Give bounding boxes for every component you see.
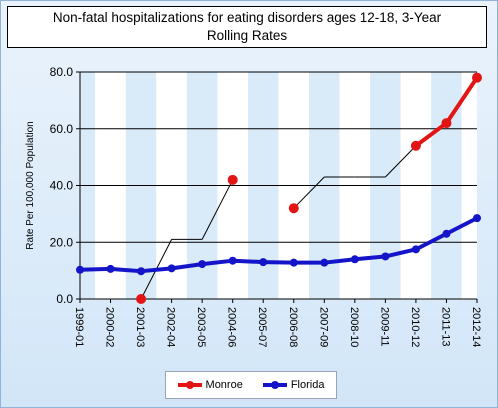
series-line-florida	[261, 260, 296, 265]
legend-label-florida: Florida	[290, 379, 325, 391]
x-tick-label: 2003-05	[195, 307, 207, 347]
point-florida	[320, 258, 329, 267]
series-line-florida	[200, 258, 235, 267]
point-florida	[76, 265, 84, 274]
series-layer	[76, 72, 482, 304]
x-tick-label: 2000-02	[104, 307, 116, 347]
point-florida	[259, 258, 268, 267]
x-tick-label: 2004-06	[226, 307, 238, 347]
point-monroe	[227, 174, 238, 185]
series-line-florida	[169, 262, 205, 271]
connector-segment	[293, 176, 325, 209]
connector-segment	[385, 145, 417, 178]
y-tick-labels: 0.0 20.0 40.0 60.0 80.0	[50, 65, 74, 306]
y-tick-label: 60.0	[50, 122, 74, 136]
y-tick-label: 80.0	[50, 65, 74, 79]
x-tick-label: 2010-12	[409, 307, 421, 347]
series-line-florida	[444, 216, 479, 236]
point-florida	[198, 260, 207, 269]
chart-legend: Monroe Florida	[165, 371, 337, 399]
legend-item-florida: Florida	[262, 379, 325, 391]
legend-swatch-monroe	[177, 380, 202, 390]
point-monroe	[136, 294, 147, 304]
x-tick-label: 2008-10	[348, 307, 360, 347]
point-monroe	[288, 203, 299, 214]
x-tick-label: 2005-07	[256, 307, 268, 347]
point-florida	[167, 264, 176, 273]
series-line-florida	[322, 257, 357, 265]
y-tick-label: 40.0	[50, 179, 74, 193]
point-florida	[411, 245, 420, 254]
axes	[76, 71, 478, 303]
point-florida	[381, 252, 390, 261]
point-florida	[289, 258, 298, 267]
legend-swatch-florida	[262, 380, 287, 390]
y-tick-label: 0.0	[56, 292, 73, 306]
connector-segment	[201, 179, 234, 240]
series-line-florida	[108, 266, 144, 274]
series-line-florida	[78, 266, 113, 272]
point-monroe	[472, 72, 482, 83]
series-line-florida	[352, 254, 388, 262]
point-florida	[473, 214, 481, 223]
point-florida	[228, 256, 237, 265]
point-florida	[442, 229, 451, 238]
series-line-florida	[230, 258, 266, 265]
x-tick-label: 2012-14	[470, 307, 482, 347]
x-tick-label: 1999-01	[73, 307, 85, 347]
series-line-monroe	[444, 75, 479, 126]
series-line-florida	[139, 266, 174, 274]
x-tick-label: 2002-04	[165, 307, 177, 347]
point-monroe	[441, 118, 452, 129]
series-line-florida	[383, 247, 418, 259]
y-tick-label: 20.0	[50, 235, 74, 249]
legend-item-monroe: Monroe	[177, 379, 243, 391]
point-florida	[350, 255, 359, 264]
connector-line	[140, 145, 417, 300]
y-axis-label: Rate Per 100,000 Population	[25, 121, 36, 249]
x-tick-label: 2006-08	[287, 307, 299, 347]
legend-label-monroe: Monroe	[205, 379, 243, 391]
chart-title-line-2: Rolling Rates	[206, 28, 288, 43]
x-tick-label: 2001-03	[134, 307, 146, 347]
series-line-florida	[413, 231, 449, 252]
chart-title-line-1: Non-fatal hospitalizations for eating di…	[52, 10, 442, 25]
point-florida	[106, 264, 115, 273]
chart-title: Non-fatal hospitalizations for eating di…	[7, 6, 487, 48]
x-tick-label: 2009-11	[378, 307, 390, 347]
point-florida	[137, 267, 146, 276]
series-line-monroe	[413, 121, 449, 148]
x-tick-label: 2011-13	[439, 307, 451, 347]
x-tick-label: 2007-09	[317, 307, 329, 347]
point-monroe	[410, 140, 421, 151]
x-tick-labels: 1999-01 2000-02 2001-03 2002-04 2003-05 2004-…	[73, 307, 482, 347]
